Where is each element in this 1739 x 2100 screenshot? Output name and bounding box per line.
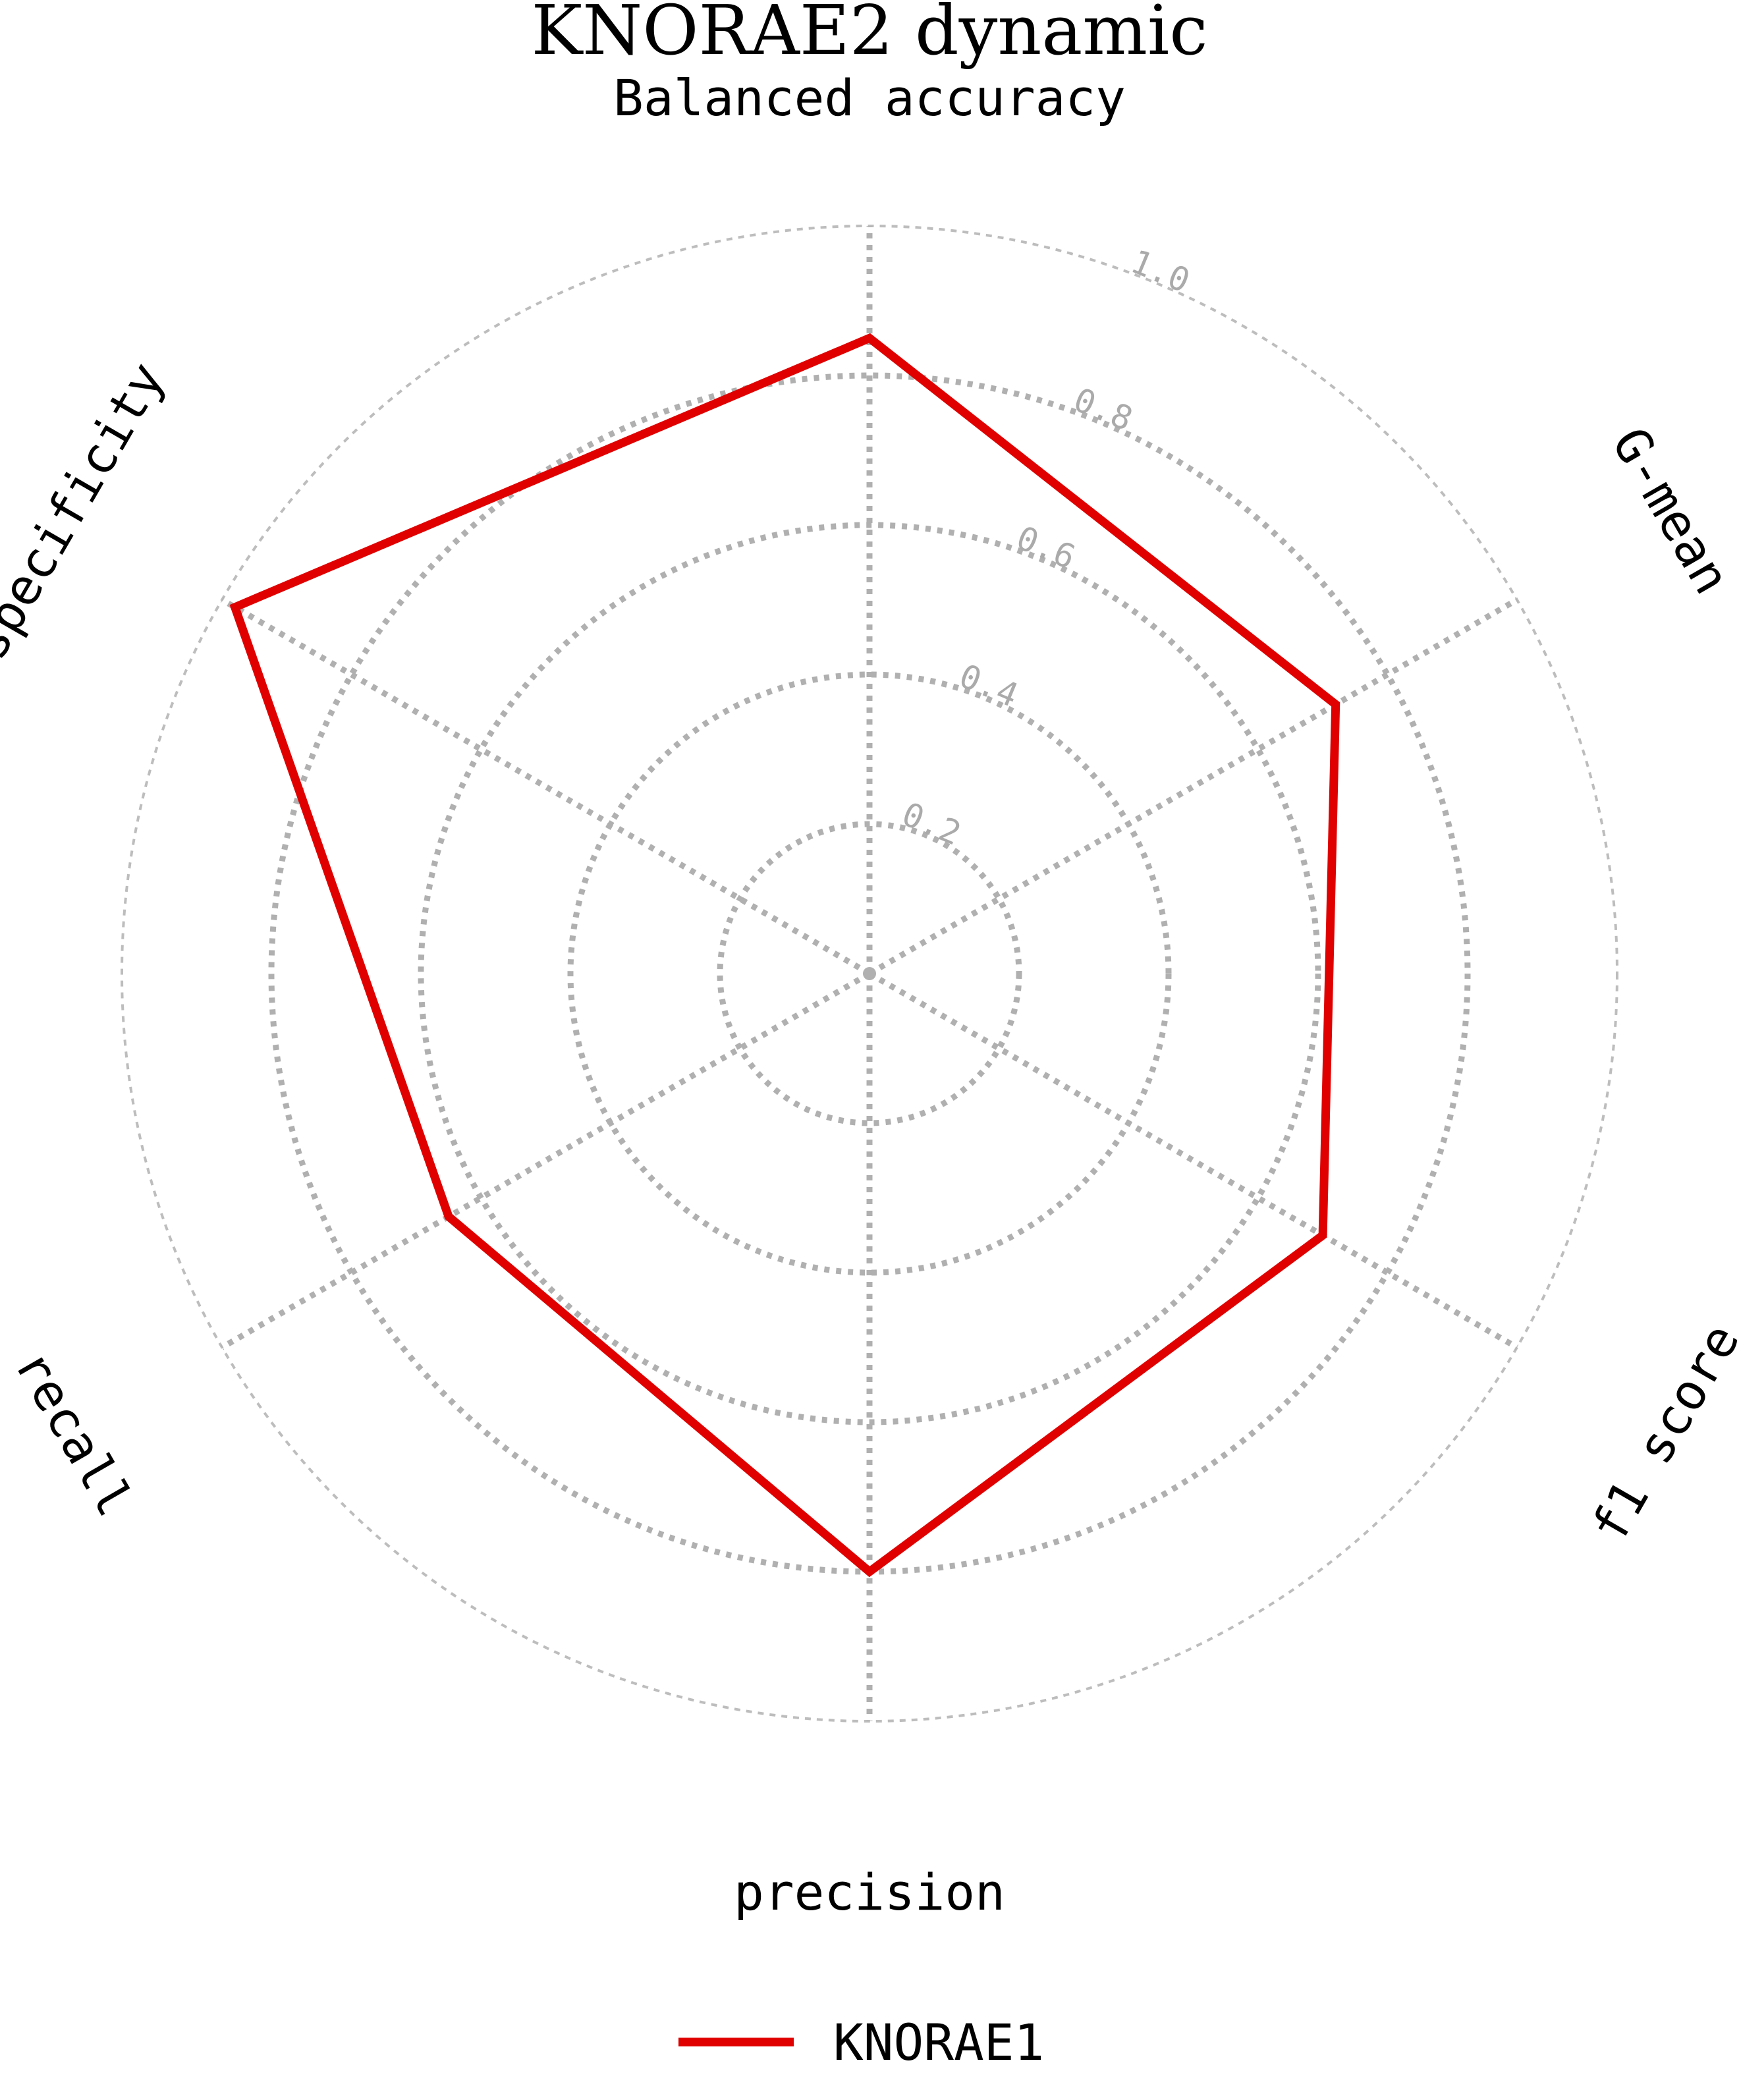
series-point-5 <box>234 606 236 609</box>
ring-tick-label: 0.2 <box>897 795 966 853</box>
axis-label-recall: recall <box>3 1340 144 1526</box>
series-point-3 <box>868 1570 871 1573</box>
ring-tick-label: 0.4 <box>954 657 1024 715</box>
series-layer <box>234 337 1337 1573</box>
legend-label-knorae1: KNORAE1 <box>833 2013 1044 2072</box>
grid-center <box>863 967 876 980</box>
ring-tick-label: 0.6 <box>1011 518 1081 576</box>
axis-label-g-mean: G-mean <box>1601 418 1739 603</box>
series-point-2 <box>1321 1234 1324 1236</box>
chart-subtitle: Balanced accuracy <box>613 69 1126 127</box>
grid-spoke-5 <box>222 600 870 974</box>
series-line-knorae1 <box>235 338 1336 1572</box>
legend: KNORAE1 <box>678 2013 1044 2072</box>
ring-tick-label: 0.8 <box>1068 380 1138 438</box>
series-point-1 <box>1335 703 1337 705</box>
radar-grid <box>122 226 1617 1721</box>
grid-spoke-2 <box>870 974 1517 1348</box>
grid-spoke-1 <box>870 600 1517 974</box>
axis-label-specificity: specificity <box>0 352 176 669</box>
series-point-4 <box>447 1215 450 1218</box>
ring-tick-labels: 0.2 0.4 0.6 0.8 1.0 <box>897 242 1195 853</box>
series-point-0 <box>868 337 871 339</box>
chart-title: KNORAE2 dynamic <box>532 0 1208 70</box>
grid-spoke-4 <box>222 974 870 1348</box>
axis-label-precision: precision <box>734 1863 1005 1921</box>
ring-tick-label: 1.0 <box>1126 242 1196 300</box>
axis-label-f1-score: f1 score <box>1580 1313 1739 1552</box>
